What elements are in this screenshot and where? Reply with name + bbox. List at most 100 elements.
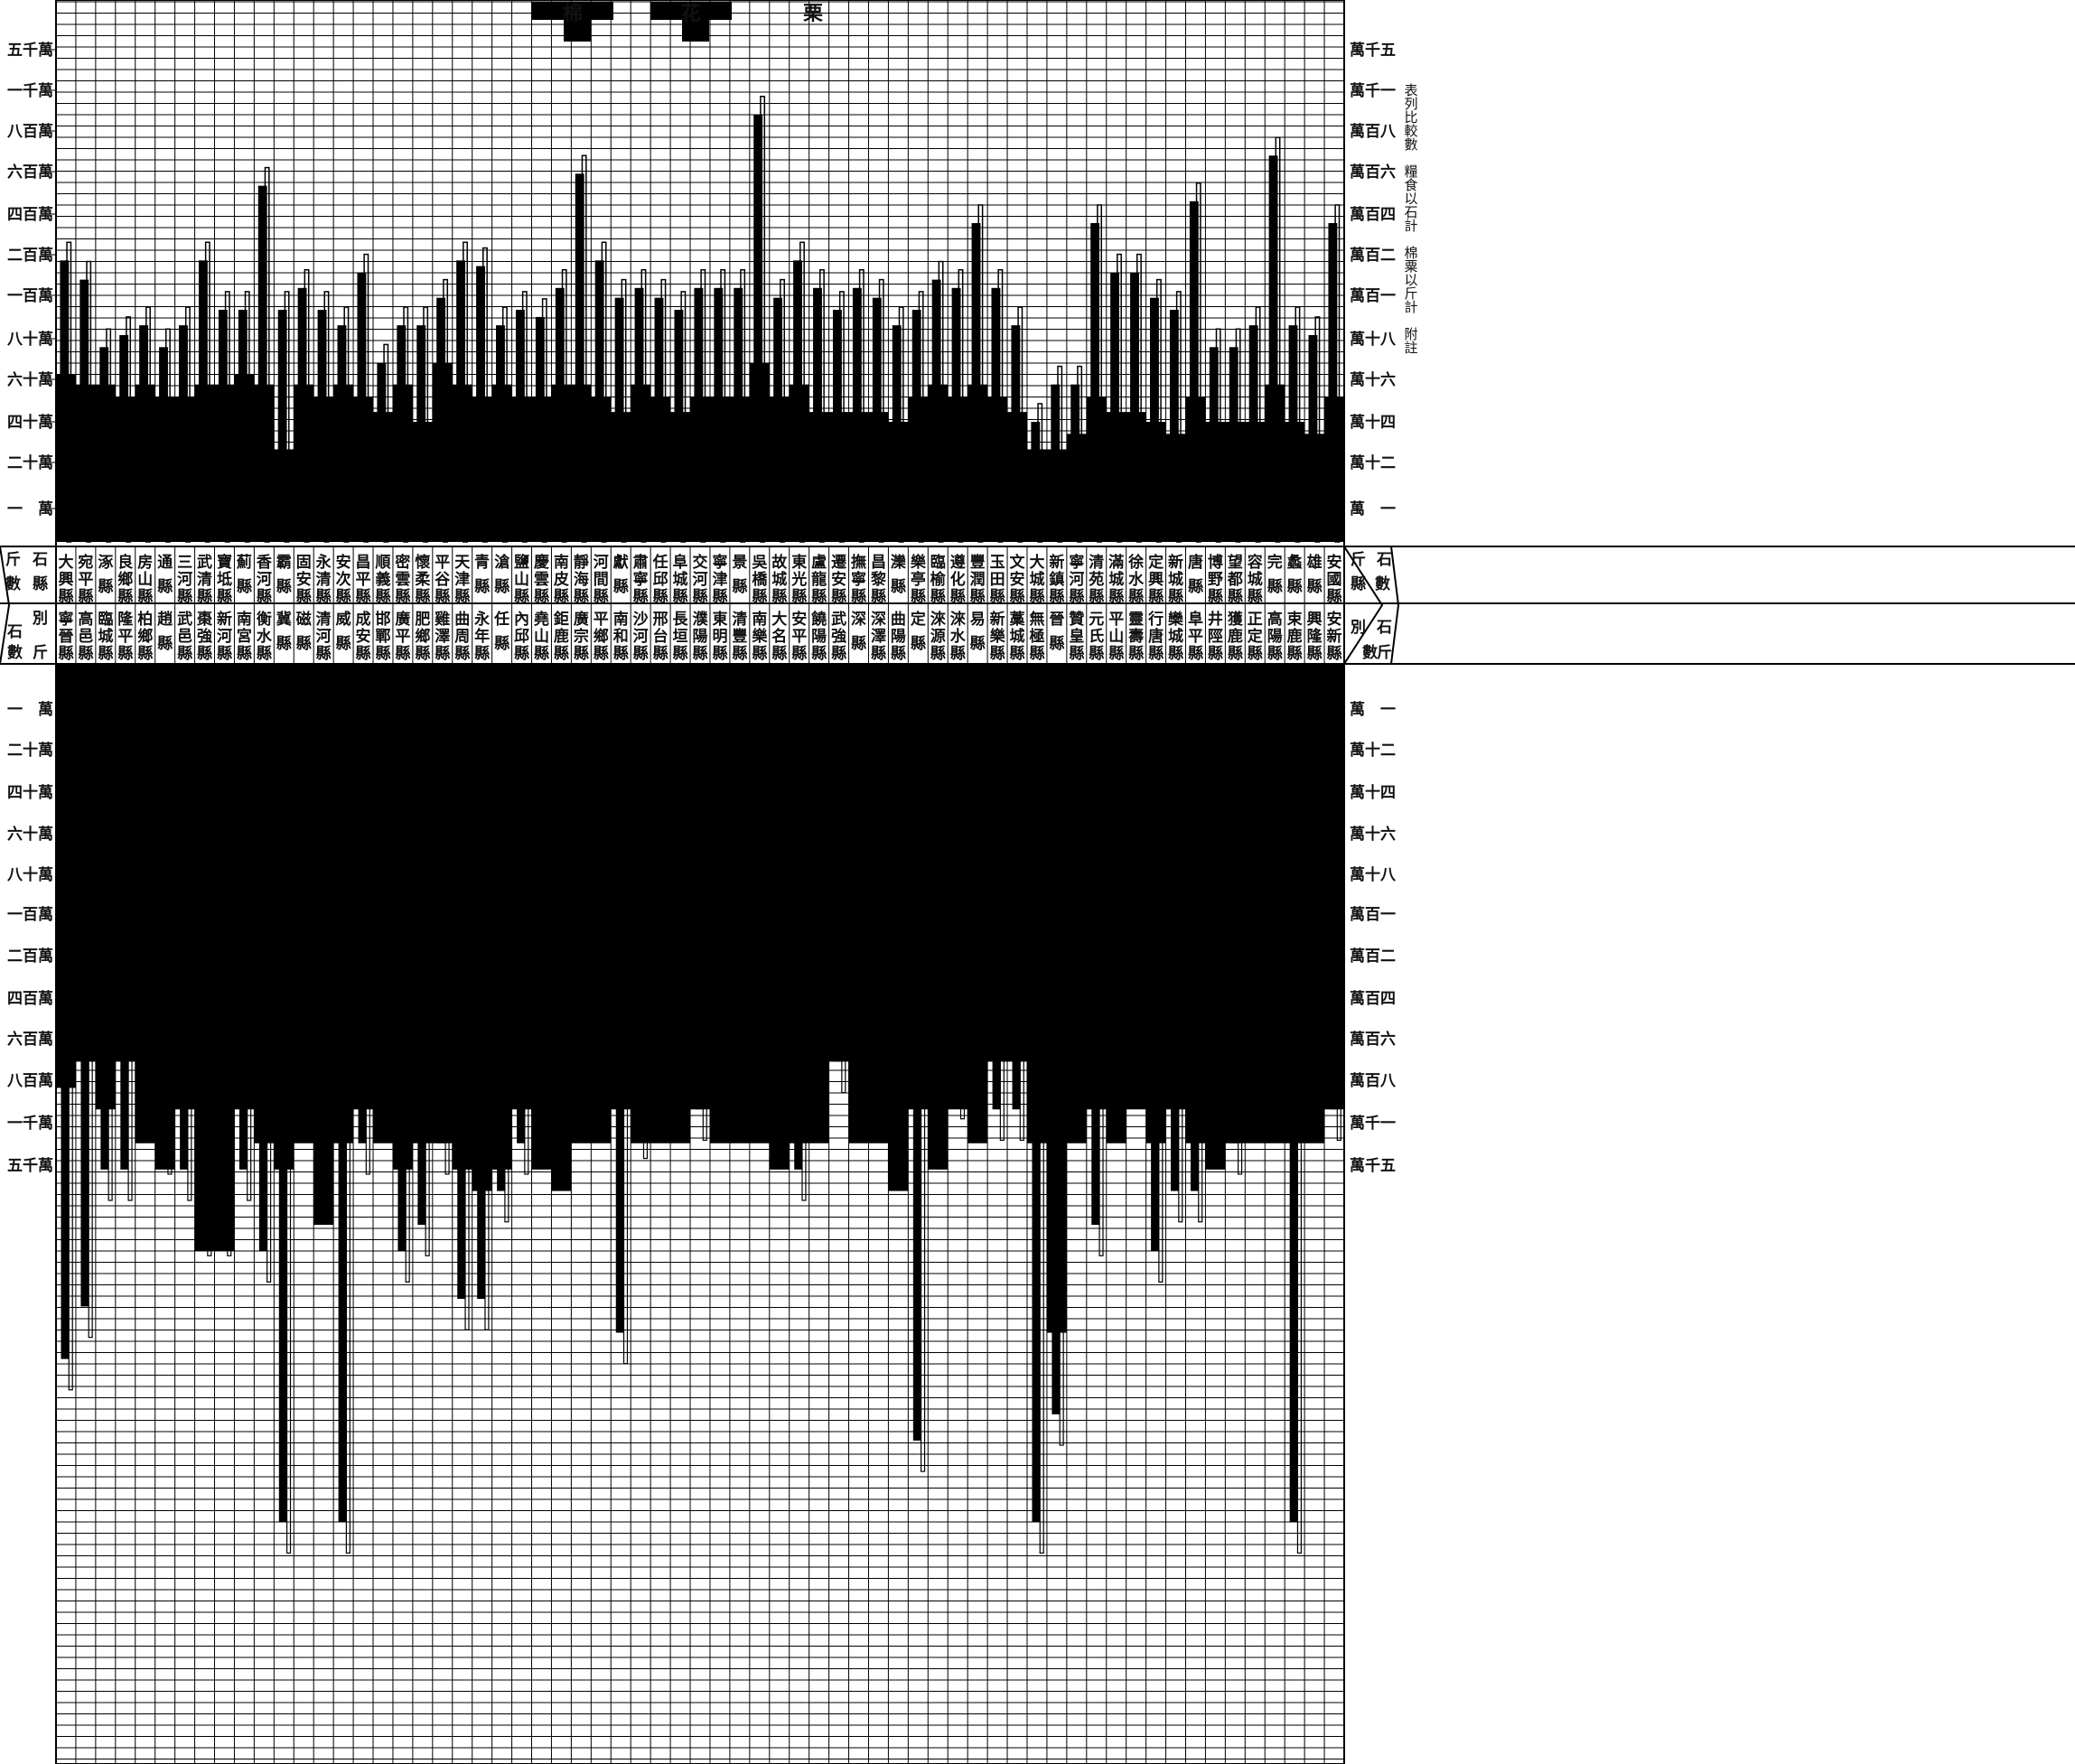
char: 安	[1010, 570, 1025, 589]
county-top-label-text: 景縣	[732, 554, 747, 596]
char: 成	[356, 610, 371, 629]
char: 縣	[771, 588, 787, 606]
char: 縣	[1108, 588, 1124, 606]
bar-bottom-base	[56, 664, 76, 1088]
bar-bottom-outline	[1316, 663, 1322, 1094]
county-top-label: 昌平縣	[356, 554, 371, 606]
char: 井	[1208, 610, 1223, 629]
county-bottom-label: 成安縣	[356, 610, 371, 663]
county-bottom-label-text: 長垣縣	[673, 611, 689, 663]
county-bottom-label: 曲陽縣	[891, 611, 906, 663]
bar-bottom-outline	[325, 663, 332, 1201]
side-label: 斤	[1351, 551, 1366, 569]
char: 城	[1168, 571, 1183, 589]
county-top-label-text: 安次縣	[336, 553, 351, 606]
char: 曲	[891, 611, 906, 629]
side-label: 縣	[1351, 575, 1366, 593]
county-bottom-label-text: 平鄉縣	[594, 611, 609, 663]
char: 寧	[1069, 553, 1084, 572]
char: 順	[375, 554, 391, 572]
county-bottom-label: 任縣	[493, 610, 509, 653]
bar-top-base	[174, 396, 195, 542]
char: 涿	[98, 553, 114, 572]
char: 和	[613, 628, 629, 646]
bar-top	[1268, 155, 1278, 542]
y-tick-right: 萬百六	[1350, 163, 1396, 182]
title-char: 花	[681, 2, 701, 25]
county-top-label: 密雲縣	[395, 553, 410, 606]
char: 縣	[673, 588, 688, 606]
side-boxes: 斤石數 縣石別數 斤斤 石數縣別 石數斤	[0, 546, 1400, 665]
county-top-label: 遷安縣	[831, 554, 846, 606]
bar-top-base	[1145, 422, 1166, 542]
bar-bottom-base	[1225, 664, 1246, 1143]
county-top-label-text: 遷安縣	[831, 554, 846, 606]
bar-top-base	[551, 384, 572, 542]
county-top-label-text: 昌黎縣	[871, 554, 886, 606]
bar-bottom-outline	[841, 663, 846, 1094]
y-tick-bottom-right: 萬百六	[1350, 1030, 1396, 1049]
bar-bottom-base	[511, 664, 532, 1110]
char: 高	[1267, 610, 1283, 629]
char: 濮	[693, 610, 709, 629]
char: 安	[356, 627, 371, 646]
y-tick-bottom-left: 四十萬	[7, 783, 53, 802]
side-label: 別	[1350, 619, 1366, 637]
bar-bottom-outline	[1138, 663, 1144, 1094]
char: 縣	[1010, 588, 1025, 606]
char: 城	[673, 571, 688, 589]
bar-bottom-outline	[345, 663, 351, 1554]
county-top-label: 平谷縣	[435, 554, 451, 606]
bar-bottom-base	[571, 664, 592, 1143]
county-top-label-text: 河間縣	[594, 554, 609, 606]
bar-bottom-outline	[762, 663, 767, 1142]
char: 橋	[752, 570, 768, 589]
char: 新	[990, 610, 1005, 629]
char: 昌	[871, 554, 886, 572]
y-tick-right: 萬千一	[1350, 81, 1396, 100]
bar-bottom-outline	[107, 663, 113, 1201]
char: 都	[1227, 570, 1243, 589]
county-bottom-label-text: 欒城縣	[1167, 610, 1184, 663]
county-top-label: 寶坻縣	[217, 553, 232, 606]
county-top-label-text: 博野縣	[1208, 553, 1223, 606]
bar-top-base	[194, 384, 215, 542]
bar-top	[575, 173, 584, 543]
char: 平	[791, 628, 807, 646]
bar-bottom-base	[1304, 664, 1325, 1143]
y-tick-bottom-left: 一 萬	[7, 700, 53, 719]
char: 數	[1404, 136, 1417, 153]
char: 縣	[1287, 645, 1303, 663]
bar-bottom-outline	[1218, 663, 1223, 1094]
county-bottom-label: 東明縣	[712, 610, 727, 663]
char: 贊	[1069, 610, 1084, 629]
bar-top-base	[729, 396, 750, 542]
side-label: 石	[1376, 619, 1392, 637]
county-bottom-label: 深縣	[851, 610, 866, 653]
bar-top	[277, 309, 287, 542]
char: 滿	[1108, 553, 1124, 572]
bar-bottom-base	[115, 664, 136, 1062]
county-bottom-label: 永年縣	[473, 610, 490, 663]
char: 縣	[950, 645, 966, 663]
char: 南	[237, 610, 252, 629]
county-top-label-text: 獻縣	[613, 553, 629, 596]
char: 肥	[415, 611, 430, 629]
char: 邱	[653, 571, 668, 589]
county-top-label-text: 盧龍縣	[811, 553, 827, 606]
county-top-label: 大城縣	[1029, 553, 1044, 606]
y-tick-bottom-right: 萬十四	[1350, 783, 1396, 802]
char: 縣	[653, 588, 668, 606]
county-top-label: 肅寧縣	[633, 553, 649, 606]
char: 遷	[831, 554, 846, 572]
bar-bottom-base	[353, 664, 374, 1110]
county-top-label: 通縣	[157, 554, 173, 596]
bar-bottom-outline	[622, 663, 629, 1365]
bar-bottom-base	[1245, 664, 1266, 1143]
char: 寧	[851, 570, 866, 589]
char: 興	[58, 570, 73, 589]
char: 縣	[117, 645, 133, 663]
county-bottom-label-text: 柏鄉縣	[137, 610, 153, 663]
bar-top-base	[848, 412, 869, 542]
county-top-label: 寧津縣	[712, 553, 727, 606]
